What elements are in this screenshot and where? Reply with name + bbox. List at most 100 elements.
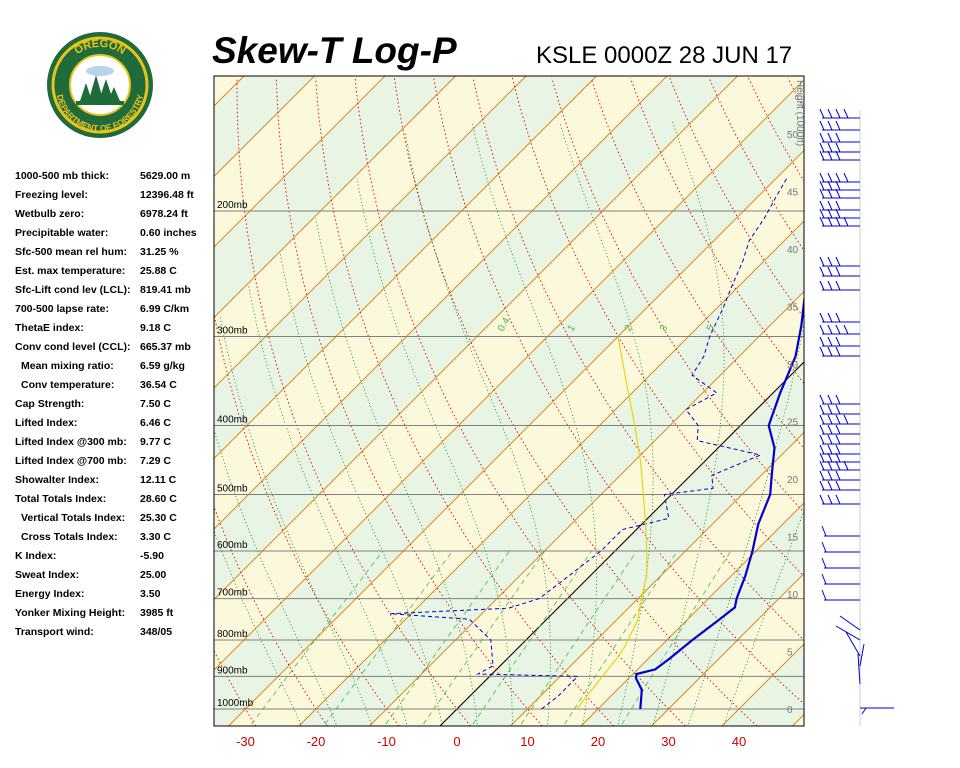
index-row: K Index: -5.90 <box>15 550 215 569</box>
height-tick-label: 50 <box>787 130 799 141</box>
height-tick-label: 45 <box>787 188 799 199</box>
wind-barb-flag <box>819 480 825 491</box>
index-value: 3985 ft <box>140 607 174 619</box>
index-value: 36.54 C <box>140 379 177 391</box>
index-value: 6.59 g/kg <box>140 360 185 372</box>
wind-barb-staff <box>859 643 865 667</box>
temperature-tick-label: 0 <box>453 734 460 749</box>
wind-barb-flag <box>819 414 825 425</box>
index-row: Energy Index: 3.50 <box>15 588 215 607</box>
wind-barb-flag <box>827 460 833 471</box>
index-row: Freezing level: 12396.48 ft <box>15 189 215 208</box>
wind-barb-flag <box>827 444 833 455</box>
pressure-tick-label: 900mb <box>217 665 248 676</box>
wind-barb-flag <box>827 480 833 491</box>
wind-barb-flag <box>819 312 825 323</box>
isotherm-line <box>214 76 456 319</box>
temperature-tick-label: 30 <box>661 734 675 749</box>
mixing-ratio-line <box>423 550 546 725</box>
index-label: K Index: <box>15 550 57 562</box>
wind-barb-flag <box>835 142 841 153</box>
mixing-ratio-line <box>564 550 678 725</box>
wind-barb-flag <box>827 266 833 277</box>
wind-barb-flag <box>819 444 825 455</box>
oregon-forestry-logo: OREGON DEPARTMENT OF FORESTRY <box>46 31 154 139</box>
wind-barb-flag <box>827 324 833 335</box>
temperature-tick-label: -20 <box>307 734 326 749</box>
wind-barb-flag <box>861 707 867 715</box>
dry-adiabat-line <box>472 77 804 641</box>
isotherm-line <box>863 76 960 726</box>
dry-adiabat-line <box>511 77 804 578</box>
isotherm-line <box>214 79 804 671</box>
pressure-tick-label: 800mb <box>217 629 248 640</box>
index-row: Lifted Index: 6.46 C <box>15 417 215 436</box>
mixing-ratio-line <box>520 550 638 725</box>
index-label: Conv cond level (CCL): <box>15 341 131 353</box>
wind-barb-flag <box>827 216 833 227</box>
height-tick-label: 5 <box>787 648 793 659</box>
wind-barb-flag <box>835 404 841 415</box>
index-row: Showalter Index: 12.11 C <box>15 474 215 493</box>
mixing-ratio-label: 3 <box>658 323 671 334</box>
index-row: Vertical Totals Index: 25.30 C <box>15 512 215 531</box>
index-row: Sfc-500 mean rel hum: 31.25 % <box>15 246 215 265</box>
wind-barb-flag <box>827 470 833 481</box>
index-value: 25.30 C <box>140 512 177 524</box>
wind-barb-flag <box>819 470 825 481</box>
index-label: Freezing level: <box>15 189 88 201</box>
index-label: Sweat Index: <box>15 569 80 581</box>
index-value: 28.60 C <box>140 493 177 505</box>
pressure-tick-label: 1000mb <box>217 698 254 709</box>
index-row: Total Totals Index: 28.60 C <box>15 493 215 512</box>
isotherm-line <box>214 76 527 389</box>
pressure-tick-label: 600mb <box>217 540 248 551</box>
wind-barb-flag <box>827 404 833 415</box>
index-value: 665.37 mb <box>140 341 191 353</box>
index-label: ThetaE index: <box>15 322 84 334</box>
index-label: Lifted Index @700 mb: <box>15 455 127 467</box>
wind-barb-flag <box>819 494 825 505</box>
wind-barb-flag <box>835 208 841 219</box>
wind-barb-flag <box>819 188 825 199</box>
index-row: Precipitable water: 0.60 inches <box>15 227 215 246</box>
index-value: 6.46 C <box>140 417 171 429</box>
wind-barb-flag <box>835 188 841 199</box>
index-row: Sfc-Lift cond lev (LCL): 819.41 mb <box>15 284 215 303</box>
mixing-ratio-line <box>385 550 510 725</box>
wind-barb-flag <box>827 108 833 119</box>
wind-barb-staff <box>857 653 861 685</box>
wind-barb-flag <box>835 424 841 435</box>
wind-barb-flag <box>819 460 825 471</box>
index-value: 9.18 C <box>140 322 171 334</box>
wind-barb-flag <box>835 172 841 183</box>
index-value: 348/05 <box>140 626 173 638</box>
index-row: 1000-500 mb thick: 5629.00 m <box>15 170 215 189</box>
isotherm-line <box>214 76 668 530</box>
height-axis-label: Height (1000ft) <box>794 80 805 146</box>
index-label: Cross Totals Index: <box>21 531 118 543</box>
height-tick-label: 40 <box>787 245 799 256</box>
dry-adiabat-line <box>214 311 400 726</box>
dry-adiabat-line <box>236 78 471 726</box>
wind-barb-flag <box>835 414 841 425</box>
index-label: Wetbulb zero: <box>15 208 85 220</box>
index-row: Conv cond level (CCL): 665.37 mb <box>15 341 215 360</box>
wind-barb-flag <box>821 525 827 537</box>
wind-barb-flag <box>827 150 833 161</box>
wind-barb-flag <box>835 394 841 405</box>
wind-barb-flag <box>827 434 833 445</box>
wind-barb-flag <box>835 120 841 131</box>
index-label: Lifted Index @300 mb: <box>15 436 127 448</box>
index-row: Lifted Index @300 mb: 9.77 C <box>15 436 215 455</box>
index-row: Conv temperature: 36.54 C <box>15 379 215 398</box>
wind-barb-flag <box>819 132 825 143</box>
index-value: -5.90 <box>140 550 164 562</box>
index-value: 5629.00 m <box>140 170 191 182</box>
wind-barb-flag <box>835 180 841 191</box>
wind-barb-flag <box>827 280 833 291</box>
wind-barb-flag <box>827 346 833 357</box>
index-row: Wetbulb zero: 6978.24 ft <box>15 208 215 227</box>
wind-barb-flag <box>819 424 825 435</box>
index-label: Showalter Index: <box>15 474 100 486</box>
